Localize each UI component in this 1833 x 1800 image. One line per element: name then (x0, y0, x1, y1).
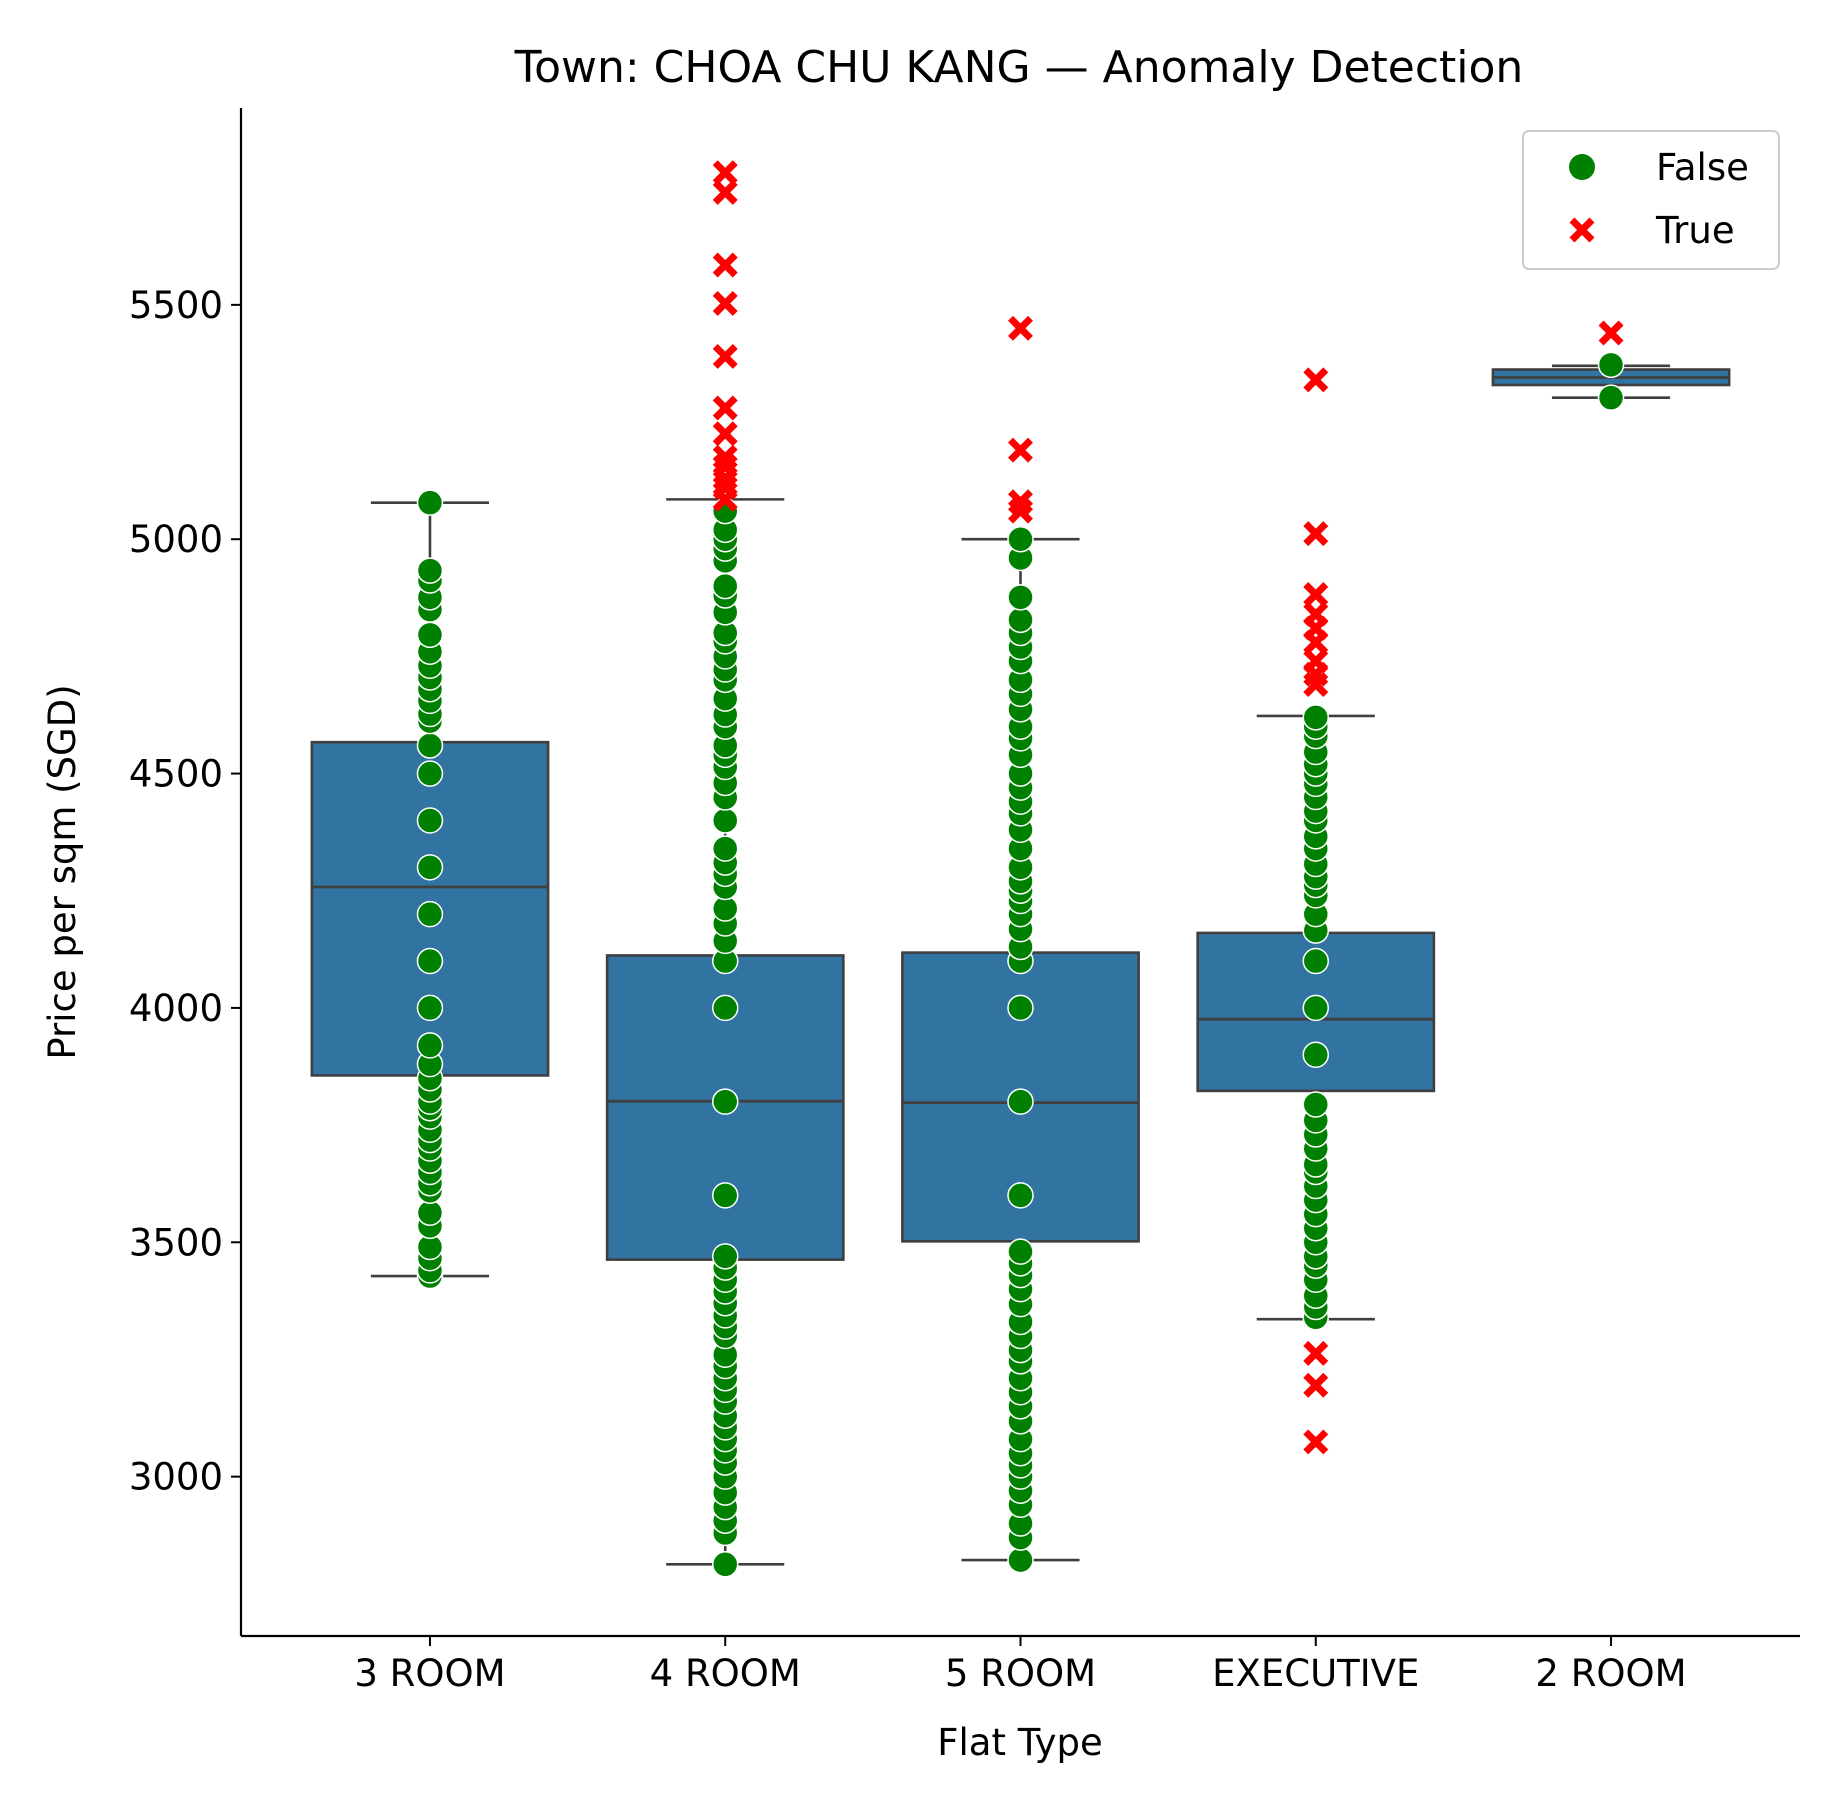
normal-point (416, 1199, 444, 1227)
normal-point (416, 807, 444, 834)
anomaly-point (1303, 521, 1329, 547)
y-tick-label: 3000 (129, 1456, 223, 1499)
normal-point (1007, 1238, 1034, 1265)
normal-point (1302, 994, 1330, 1022)
anomaly-point (712, 252, 738, 278)
normal-point (711, 572, 739, 600)
anomaly-point (1303, 601, 1329, 627)
normal-point (1007, 994, 1034, 1022)
normal-point (1302, 1091, 1330, 1118)
chart-title: Town: CHOA CHU KANG — Anomaly Detection (514, 42, 1524, 93)
y-axis-ticks: 3000 3500 4000 4500 5000 5500 (129, 284, 241, 1499)
normal-point (416, 621, 444, 649)
x-axis-label: Flat Type (937, 1721, 1103, 1764)
anomaly-point (712, 343, 738, 369)
x-tick-label: 4 ROOM (650, 1652, 801, 1695)
y-tick-label: 4500 (129, 753, 223, 796)
anomaly-point (1303, 367, 1329, 393)
legend-marker-true (1569, 217, 1595, 243)
normal-point (1007, 1182, 1034, 1209)
anomaly-point (1008, 315, 1033, 341)
anomaly-point (712, 179, 738, 205)
anomaly-point (1303, 1429, 1329, 1455)
normal-point (1597, 351, 1625, 379)
legend-label-true: True (1655, 209, 1735, 252)
anomaly-point (1008, 489, 1033, 515)
normal-point (1302, 1041, 1330, 1069)
normal-point (416, 732, 444, 759)
x-axis-ticks: 3 ROOM 4 ROOM 5 ROOM EXECUTIVE 2 ROOM (354, 1636, 1687, 1695)
normal-point (1007, 584, 1034, 611)
legend-marker-false (1569, 154, 1595, 180)
y-tick-label: 5000 (129, 518, 223, 561)
normal-point (1007, 1088, 1034, 1115)
normal-point (416, 994, 444, 1022)
y-tick-label: 3500 (129, 1221, 223, 1264)
normal-point (711, 807, 739, 834)
normal-point (416, 557, 444, 584)
x-tick-label: 3 ROOM (354, 1652, 505, 1695)
normal-point (416, 947, 444, 975)
normal-point (416, 900, 444, 928)
x-tick-label: 5 ROOM (945, 1652, 1096, 1695)
normal-point (711, 1243, 739, 1270)
anomaly-point (712, 160, 738, 186)
anomaly-point (1303, 582, 1329, 607)
normal-point (416, 1032, 444, 1059)
normal-point (711, 994, 739, 1022)
legend: False True (1522, 130, 1780, 270)
normal-point (416, 760, 444, 787)
y-tick-label: 5500 (129, 284, 223, 327)
anomaly-point (1303, 648, 1329, 674)
anomaly-point (1303, 1372, 1329, 1398)
normal-point (416, 854, 444, 881)
anomaly-point (1008, 437, 1033, 463)
normal-point (1597, 384, 1625, 411)
y-tick-label: 4000 (129, 987, 223, 1030)
x-tick-label: 2 ROOM (1535, 1652, 1686, 1695)
anomaly-point (712, 290, 738, 316)
anomaly-point (712, 395, 738, 421)
anomaly-point (712, 444, 738, 470)
plot-marks (310, 160, 1731, 1578)
normal-point (711, 835, 739, 862)
normal-point (1007, 1546, 1034, 1574)
normal-point (416, 489, 444, 516)
legend-label-false: False (1656, 146, 1749, 189)
anomaly-point (1598, 320, 1624, 346)
y-axis-label: Price per sqm (SGD) (41, 684, 84, 1059)
normal-point (1302, 704, 1330, 731)
normal-point (711, 1551, 739, 1578)
anomaly-point (1303, 1340, 1329, 1366)
normal-point (711, 1182, 739, 1209)
normal-point (1302, 947, 1330, 975)
normal-point (1007, 606, 1034, 634)
anomaly-point (712, 421, 738, 447)
normal-point (711, 1088, 739, 1115)
x-tick-label: EXECUTIVE (1212, 1652, 1419, 1695)
normal-point (1007, 525, 1034, 553)
